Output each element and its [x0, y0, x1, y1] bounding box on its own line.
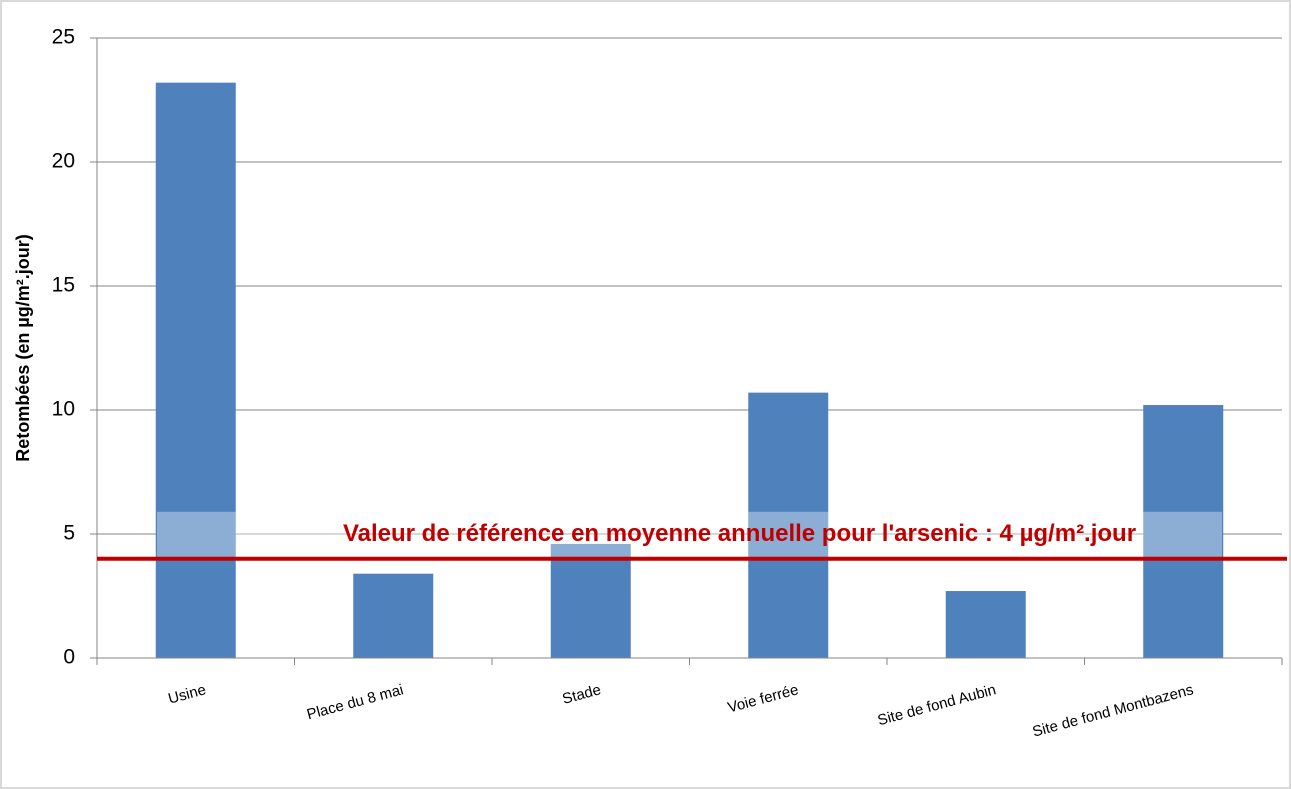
bar: [748, 392, 829, 658]
y-tick-label: 10: [52, 398, 75, 421]
bar: [945, 591, 1026, 658]
bar: [155, 82, 236, 658]
bar: [1143, 405, 1224, 658]
bar: [353, 573, 434, 658]
annotation-box: [157, 511, 1222, 557]
y-tick-label: 20: [52, 150, 75, 173]
y-tick-label: 0: [63, 646, 75, 669]
y-tick-label: 25: [52, 26, 75, 49]
y-axis-label: Retombées (en µg/m².jour): [13, 234, 33, 461]
y-tick-label: 15: [52, 274, 75, 297]
bar: [550, 543, 631, 658]
y-tick-label: 5: [63, 522, 75, 545]
reference-label: Valeur de référence en moyenne annuelle …: [343, 520, 1136, 547]
